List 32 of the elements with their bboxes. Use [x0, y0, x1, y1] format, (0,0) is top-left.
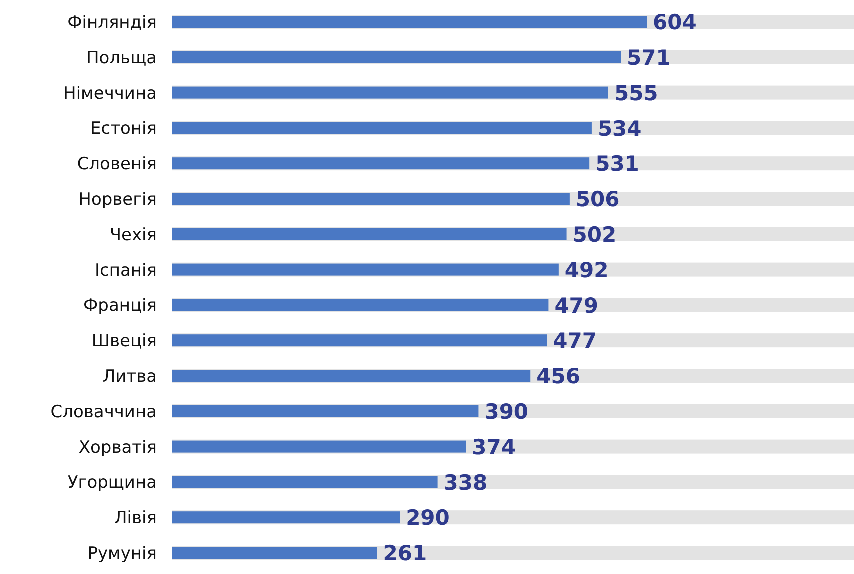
data-label: 479: [554, 294, 599, 318]
y-tick-label: Німеччина: [64, 84, 157, 104]
y-tick-label: Швеція: [92, 332, 157, 352]
data-label: 534: [598, 116, 642, 141]
y-tick-label: Хорватія: [78, 438, 157, 458]
y-tick-label: Лівія: [114, 508, 157, 529]
y-tick-label: Польща: [86, 48, 157, 68]
data-label: 261: [383, 542, 428, 566]
data-label: 502: [572, 222, 617, 247]
y-tick-label: Литва: [102, 366, 157, 387]
data-label: 338: [444, 470, 488, 495]
data-label: 374: [472, 435, 516, 460]
y-tick-label: Словаччина: [50, 402, 157, 422]
y-tick-label: Угорщина: [68, 473, 157, 494]
data-label: 604: [653, 10, 697, 35]
y-tick-label: Словенія: [77, 154, 157, 175]
y-tick-label: Румунія: [88, 544, 157, 564]
y-tick-label: Норвегія: [78, 190, 157, 210]
data-label: 571: [627, 46, 671, 70]
data-label: 477: [553, 329, 597, 354]
data-label: 390: [484, 400, 529, 424]
data-label: 555: [614, 81, 658, 106]
data-label: 456: [536, 364, 580, 389]
data-label: 506: [576, 188, 620, 212]
y-tick-label: Естонія: [90, 119, 157, 140]
data-label: 492: [564, 258, 609, 282]
data-label: 531: [596, 152, 640, 176]
y-tick-label: Франція: [84, 296, 157, 316]
y-tick-label: Чехія: [110, 225, 157, 246]
y-tick-label: Фінляндія: [68, 12, 157, 33]
data-label: 290: [406, 506, 450, 530]
y-tick-label: Іспанія: [95, 260, 157, 281]
